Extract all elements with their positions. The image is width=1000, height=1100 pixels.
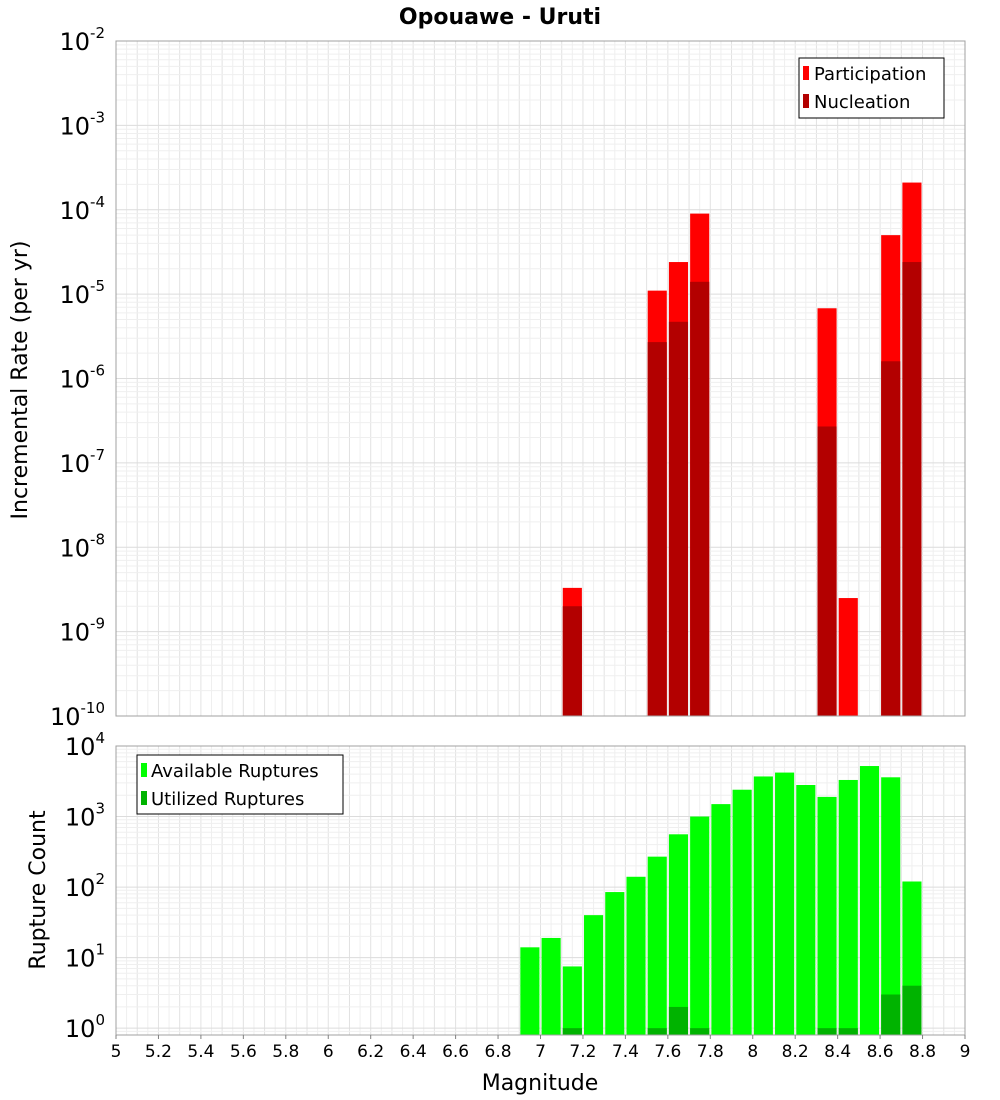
x-tick-label: 5 <box>111 1042 122 1062</box>
bar-available-ruptures <box>732 789 752 1035</box>
top-plot-panel: 10-10 10-9 10-8 10-7 10-6 10-5 10-4 10-3 10-2 <box>50 24 966 731</box>
bar-available-ruptures <box>605 892 625 1035</box>
bar-available-ruptures <box>817 796 837 1035</box>
bar-available-ruptures <box>690 816 710 1035</box>
x-tick-label: 5.2 <box>145 1042 172 1062</box>
legend-swatch-participation <box>803 66 809 80</box>
bar-utilized-ruptures <box>647 1028 667 1035</box>
bar-available-ruptures <box>881 777 901 1035</box>
legend-swatch-utilized <box>141 791 147 805</box>
top-y-tick-label: 10-9 <box>59 615 105 647</box>
bottom-y-tick-label: 101 <box>65 941 105 973</box>
x-tick-label: 6.6 <box>442 1042 469 1062</box>
x-tick-label: 8.4 <box>824 1042 851 1062</box>
bar-utilized-ruptures <box>881 994 901 1035</box>
x-tick-label: 8.2 <box>782 1042 809 1062</box>
top-legend: Participation Nucleation <box>798 57 945 119</box>
x-tick-label: 8 <box>747 1042 758 1062</box>
bar-nucleation <box>647 342 667 716</box>
bar-available-ruptures <box>562 966 582 1035</box>
top-y-tick-label: 10-8 <box>59 530 105 562</box>
bottom-y-tick-label: 100 <box>65 1011 105 1043</box>
top-y-tick-label: 10-2 <box>59 24 105 56</box>
bar-participation <box>838 598 858 716</box>
legend-label-available: Available Ruptures <box>151 761 319 782</box>
bar-available-ruptures <box>584 915 604 1035</box>
top-plot-frame <box>115 40 966 717</box>
bar-available-ruptures <box>753 776 773 1035</box>
bar-available-ruptures <box>796 784 816 1035</box>
legend-swatch-nucleation <box>803 94 809 108</box>
top-y-tick-label: 10-3 <box>59 108 105 140</box>
x-tick-label: 6.4 <box>400 1042 427 1062</box>
bar-available-ruptures <box>838 779 858 1035</box>
bar-nucleation <box>668 321 689 716</box>
top-y-axis-label: Incremental Rate (per yr) <box>8 241 33 520</box>
x-tick-label: 5.6 <box>230 1042 257 1062</box>
x-tick-label: 5.8 <box>272 1042 299 1062</box>
bar-nucleation <box>902 262 922 716</box>
bar-available-ruptures <box>859 766 880 1035</box>
bar-available-ruptures <box>711 804 731 1035</box>
bar-utilized-ruptures <box>562 1028 582 1035</box>
x-tick-label: 5.4 <box>187 1042 214 1062</box>
x-tick-label: 7.2 <box>569 1042 596 1062</box>
bar-utilized-ruptures <box>817 1028 837 1035</box>
x-tick-label: 7.6 <box>654 1042 681 1062</box>
legend-label-nucleation: Nucleation <box>814 92 910 113</box>
chart-title: Opouawe - Uruti <box>399 5 601 30</box>
legend-label-participation: Participation <box>814 64 926 85</box>
bar-utilized-ruptures <box>838 1028 858 1035</box>
top-y-tick-label: 10-4 <box>59 193 105 225</box>
bar-available-ruptures <box>775 772 795 1035</box>
bar-utilized-ruptures <box>690 1028 710 1035</box>
bar-available-ruptures <box>626 876 646 1035</box>
bottom-y-tick-label: 104 <box>65 729 105 761</box>
top-y-tick-label: 10-10 <box>50 699 105 731</box>
x-tick-label: 8.8 <box>909 1042 936 1062</box>
bottom-y-tick-label: 103 <box>65 800 105 832</box>
bar-available-ruptures <box>520 947 540 1035</box>
bar-available-ruptures <box>668 834 689 1035</box>
bar-nucleation <box>690 281 710 716</box>
x-tick-label: 8.6 <box>867 1042 894 1062</box>
top-y-tick-label: 10-7 <box>59 446 105 478</box>
bar-utilized-ruptures <box>902 985 922 1035</box>
x-tick-label: 7.8 <box>697 1042 724 1062</box>
x-tick-label: 7.4 <box>612 1042 639 1062</box>
bar-nucleation <box>817 426 837 716</box>
top-legend-box <box>798 57 945 119</box>
x-tick-label: 6.2 <box>357 1042 384 1062</box>
bar-utilized-ruptures <box>668 1006 689 1035</box>
bottom-y-tick-label: 102 <box>65 870 105 902</box>
x-tick-label: 9 <box>960 1042 971 1062</box>
bar-available-ruptures <box>541 937 561 1035</box>
legend-swatch-available <box>141 763 147 777</box>
bar-nucleation <box>881 361 901 716</box>
x-tick-label: 6 <box>323 1042 334 1062</box>
bar-available-ruptures <box>647 856 667 1035</box>
top-y-tick-label: 10-6 <box>59 362 105 394</box>
bar-nucleation <box>562 606 582 716</box>
x-tick-label: 7 <box>535 1042 546 1062</box>
bottom-legend-box <box>136 754 344 815</box>
legend-label-utilized: Utilized Ruptures <box>151 789 304 810</box>
top-y-tick-label: 10-5 <box>59 277 105 309</box>
bottom-y-axis-label: Rupture Count <box>26 810 51 970</box>
bottom-legend: Available Ruptures Utilized Ruptures <box>136 754 344 815</box>
x-tick-label: 6.8 <box>485 1042 512 1062</box>
x-axis-label: Magnitude <box>482 1071 599 1096</box>
